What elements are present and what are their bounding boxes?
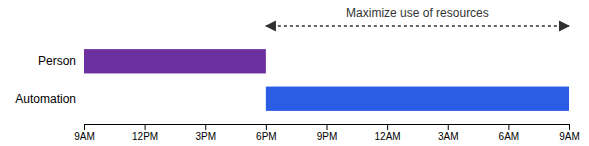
plot-area: 9AM 12PM 3PM 6PM 9PM 12AM 3AM 6AM 9AM Person Autom… <box>15 6 579 142</box>
x-axis-line <box>85 125 570 131</box>
x-tick: 9PM <box>317 124 338 142</box>
x-tick-mark <box>205 124 206 130</box>
x-tick: 9AM <box>559 124 580 142</box>
x-tick-label: 6AM <box>499 131 520 142</box>
x-tick: 3AM <box>438 124 459 142</box>
x-tick: 3PM <box>195 124 216 142</box>
x-axis: 9AM 12PM 3PM 6PM 9PM 12AM 3AM 6AM 9AM <box>74 124 580 142</box>
x-tick-mark <box>387 124 388 130</box>
bars <box>84 49 569 111</box>
x-tick-mark <box>145 124 146 130</box>
y-tick-label: Person <box>38 54 76 68</box>
x-tick: 12PM <box>132 124 158 142</box>
x-tick-label: 9PM <box>317 131 338 142</box>
x-tick-mark <box>508 124 509 130</box>
x-tick-mark <box>84 124 85 130</box>
x-tick-label: 3PM <box>195 131 216 142</box>
bar <box>84 49 266 73</box>
x-tick-label: 12PM <box>132 131 158 142</box>
x-tick-mark <box>327 124 328 130</box>
chart: 9AM 12PM 3PM 6PM 9PM 12AM 3AM 6AM 9AM Person Autom… <box>0 0 589 146</box>
y-tick-label: Automation <box>15 92 76 106</box>
x-tick: 6PM <box>256 124 277 142</box>
x-tick: 9AM <box>74 124 95 142</box>
x-tick-mark <box>569 124 570 130</box>
y-tick: Automation <box>15 92 76 106</box>
x-tick-label: 9AM <box>559 131 580 142</box>
annotation-text: Maximize use of resources <box>346 6 489 20</box>
x-tick-mark <box>266 124 267 130</box>
x-tick: 12AM <box>375 124 401 142</box>
x-tick-label: 9AM <box>74 131 95 142</box>
x-tick-label: 12AM <box>375 131 401 142</box>
x-tick: 6AM <box>499 124 520 142</box>
annotation-arrow <box>266 25 569 27</box>
x-tick-mark <box>448 124 449 130</box>
y-tick: Person <box>38 54 76 68</box>
x-tick-label: 6PM <box>256 131 277 142</box>
x-tick-label: 3AM <box>438 131 459 142</box>
bar <box>266 87 569 111</box>
y-axis: Person Automation <box>15 54 76 105</box>
